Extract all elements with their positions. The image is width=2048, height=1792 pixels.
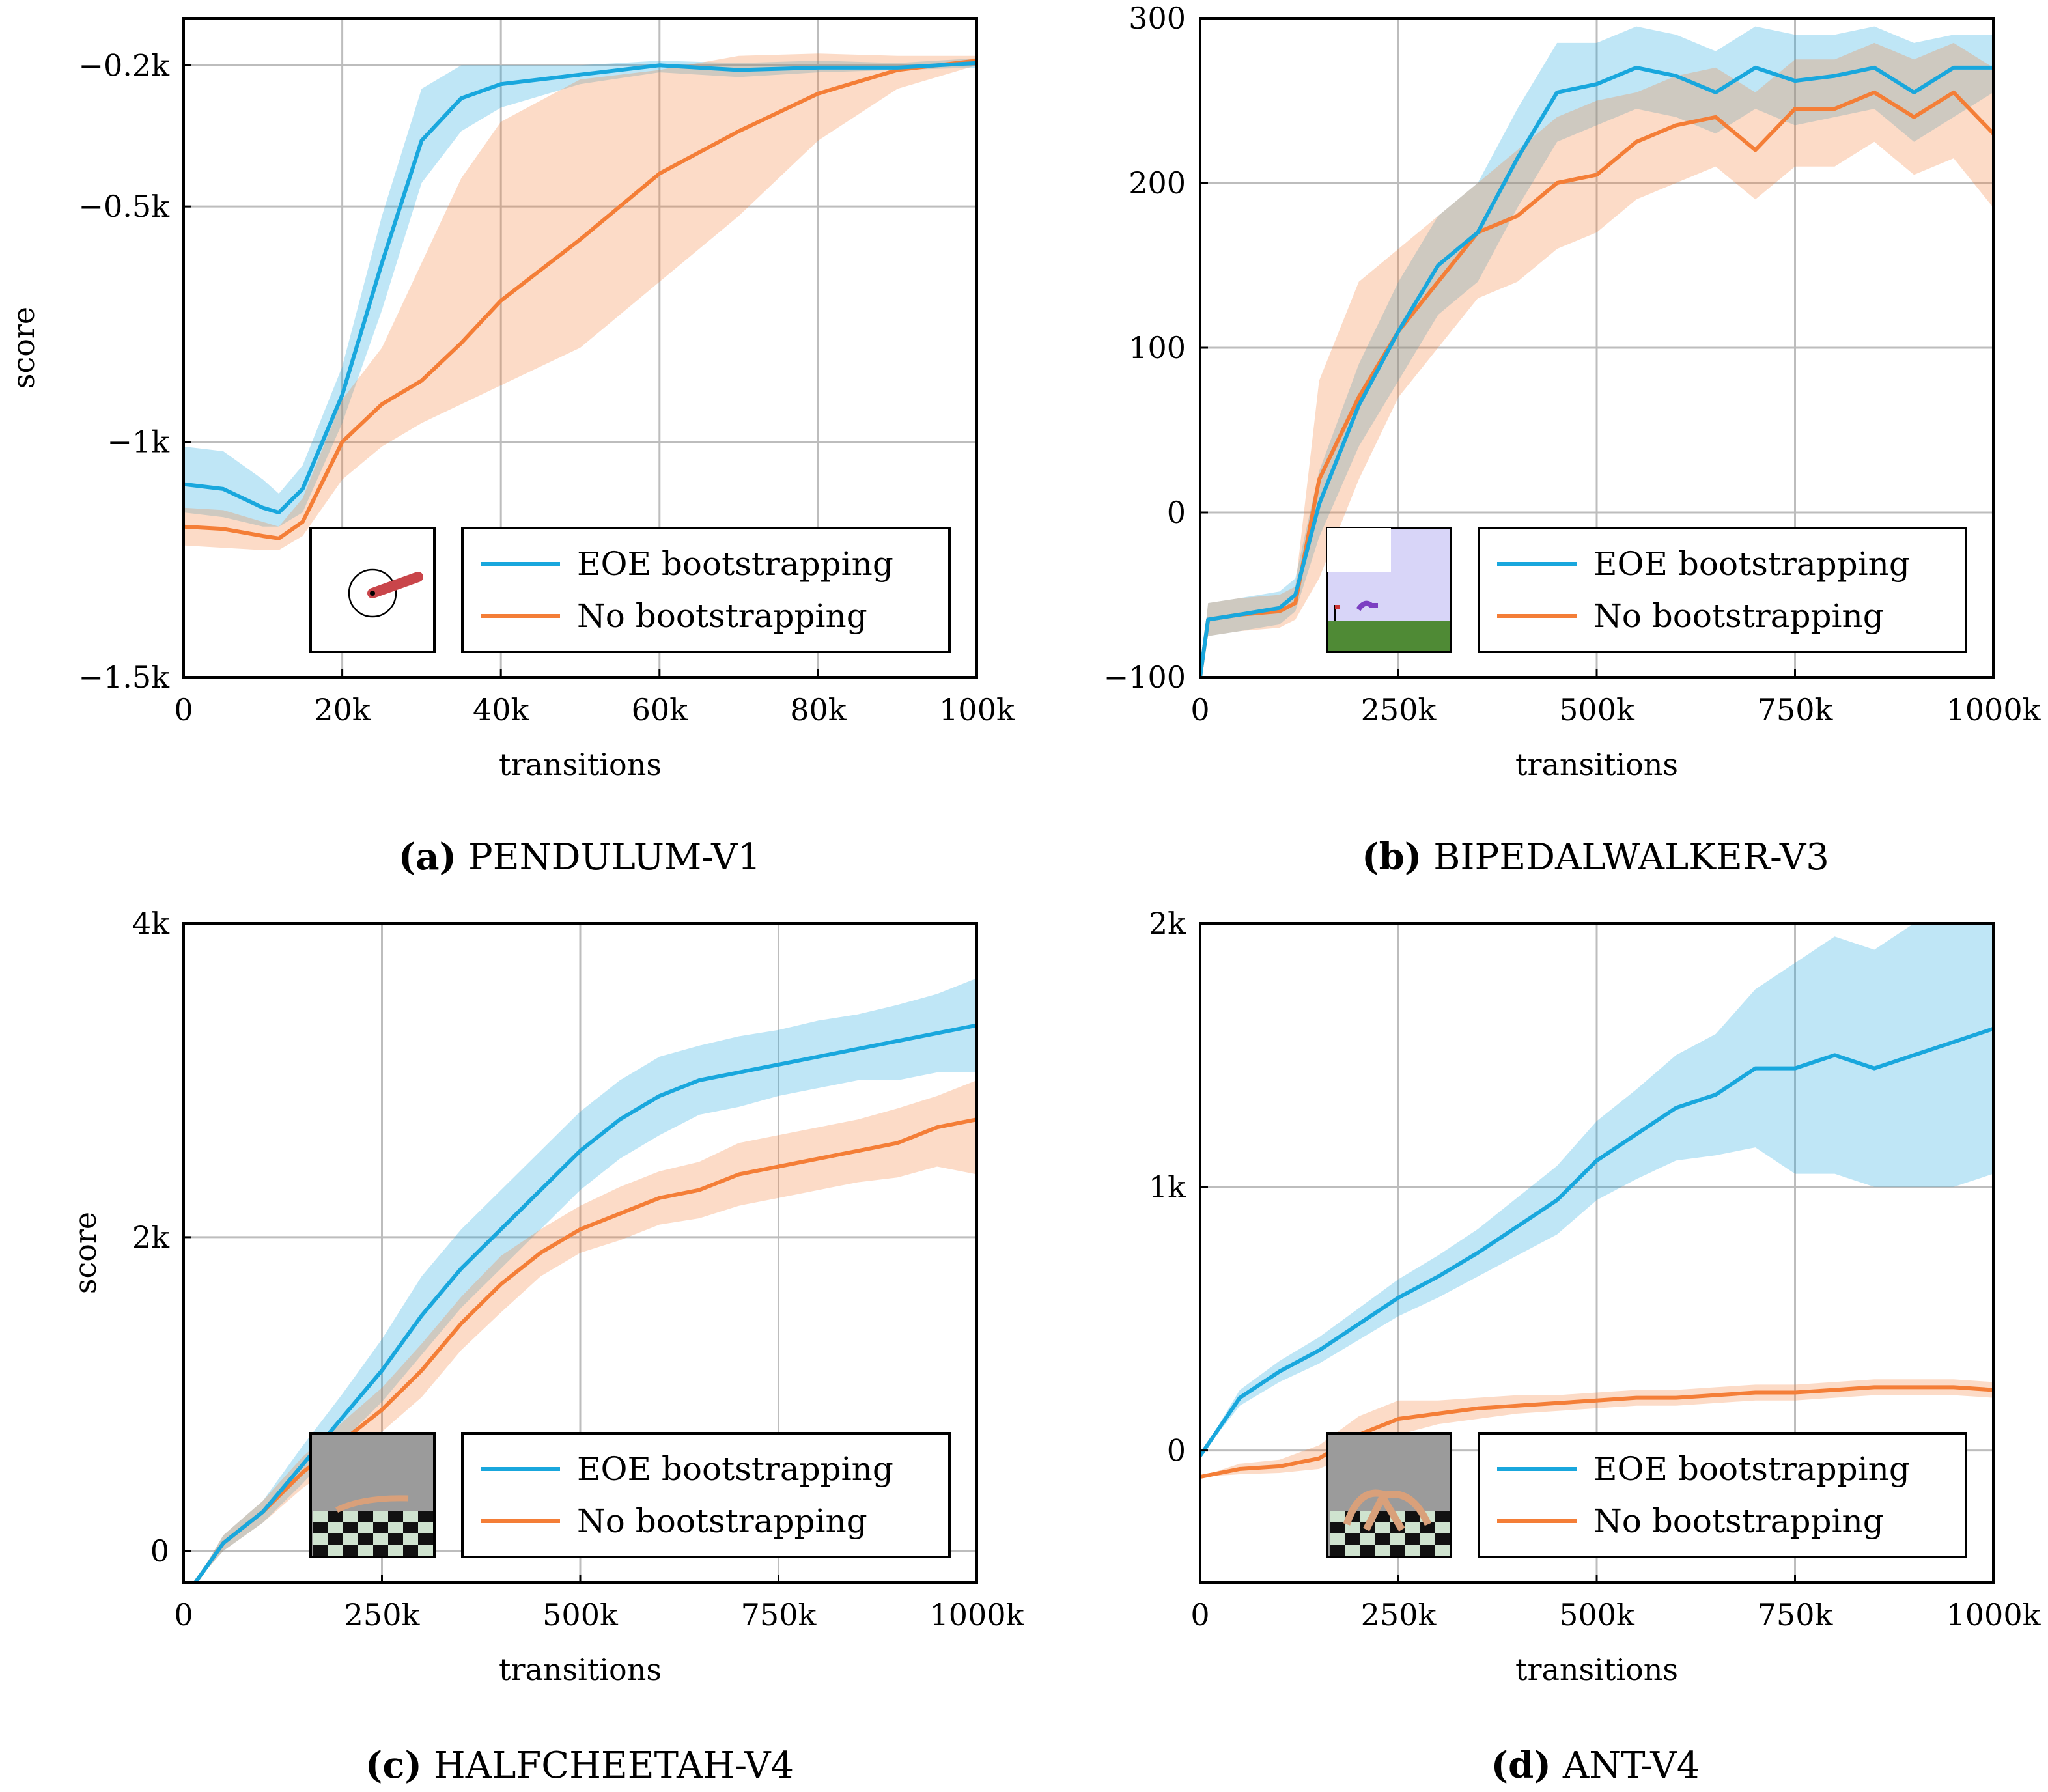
series-line-no-bootstrap — [184, 59, 977, 540]
x-tick-label: 1000k — [930, 1597, 1025, 1632]
caption-env-name: BIPEDALWALKER-V3 — [1433, 836, 1829, 878]
y-tick-label: 0 — [1167, 495, 1186, 530]
x-tick-label: 500k — [542, 1597, 619, 1632]
panel-d: 0 250k 500k 750k 1000k 2k 1k 0 transitions EOE bo… — [1149, 906, 2041, 1787]
y-tick-label: 100 — [1129, 330, 1186, 365]
x-tick-label: 1000k — [1946, 692, 2041, 727]
panel-c: 0 250k 500k 750k 1000k 4k 2k 0 transitions score E… — [68, 906, 1025, 1787]
pendulum-env-thumbnail — [309, 527, 436, 653]
confidence-band-no-bootstrap — [184, 53, 977, 550]
y-tick-label: −0.2k — [78, 48, 170, 83]
y-tick-label: −1k — [107, 425, 170, 460]
legend-label-eoe: EOE bootstrapping — [1593, 1450, 1910, 1488]
caption-letter: (c) — [365, 1744, 422, 1787]
x-tick-label: 250k — [344, 1597, 421, 1632]
x-tick-label: 0 — [174, 1597, 193, 1632]
confidence-band-eoe — [184, 58, 977, 527]
panel-caption: (d) ANT-V4 — [1491, 1744, 1700, 1787]
x-tick-label: 0 — [1190, 692, 1209, 727]
y-tick-label: 4k — [132, 906, 170, 941]
x-axis-label: transitions — [1515, 747, 1678, 782]
y-tick-label: 300 — [1129, 1, 1186, 36]
legend-label-no-bootstrap: No bootstrapping — [577, 597, 867, 635]
x-axis-label: transitions — [499, 747, 662, 782]
x-tick-label: 500k — [1559, 692, 1635, 727]
series-line-eoe — [1200, 65, 1993, 677]
y-tick-label: 2k — [1149, 906, 1186, 941]
x-tick-label: 500k — [1559, 1597, 1635, 1632]
confidence-band-no-bootstrap — [1200, 42, 1993, 677]
legend — [461, 527, 951, 653]
caption-env-name: HALFCHEETAH-V4 — [434, 1744, 794, 1787]
x-tick-label: 250k — [1361, 1597, 1437, 1632]
x-tick-label: 80k — [790, 692, 847, 727]
panel-b: 0 250k 500k 750k 1000k3002001000−100transiti… — [1104, 1, 2041, 878]
legend-label-no-bootstrap: No bootstrapping — [577, 1502, 867, 1540]
x-tick-label: 60k — [632, 692, 689, 727]
x-tick-label: 1000k — [1946, 1597, 2041, 1632]
x-tick-label: 750k — [1758, 692, 1834, 727]
series-line-no-bootstrap — [1200, 90, 1993, 677]
ant-env-thumbnail — [1326, 1432, 1452, 1558]
legend-label-no-bootstrap: No bootstrapping — [1593, 597, 1884, 635]
panel-caption: (c) HALFCHEETAH-V4 — [365, 1744, 794, 1787]
y-tick-label: −1.5k — [78, 660, 170, 695]
panel-caption: (b) BIPEDALWALKER-V3 — [1362, 835, 1829, 878]
y-tick-label: 2k — [132, 1220, 170, 1255]
caption-env-name: PENDULUM-V1 — [468, 836, 761, 878]
y-tick-label: −0.5k — [78, 189, 170, 224]
panel-a: 0 20k 40k 60k 80k 100k −0.2k −0.5k −1k −1.5k trans… — [6, 17, 1015, 878]
caption-letter: (d) — [1491, 1744, 1551, 1787]
x-tick-label: 750k — [741, 1597, 817, 1632]
caption-letter: (a) — [399, 835, 456, 878]
y-tick-label: −100 — [1104, 660, 1186, 695]
y-tick-label: 1k — [1149, 1169, 1186, 1205]
bipedalwalker-env-thumbnail — [1326, 527, 1452, 653]
x-tick-label: 0 — [1190, 1597, 1209, 1632]
legend — [1478, 527, 1967, 653]
x-axis-label: transitions — [1515, 1652, 1678, 1687]
x-tick-label: 0 — [174, 692, 193, 727]
confidence-band-no-bootstrap — [195, 1080, 977, 1582]
y-tick-label: 200 — [1129, 165, 1186, 201]
x-tick-label: 20k — [314, 692, 371, 727]
x-tick-label: 250k — [1361, 692, 1437, 727]
legend-label-no-bootstrap: No bootstrapping — [1593, 1502, 1884, 1540]
legend — [1478, 1432, 1967, 1558]
x-axis-label: transitions — [499, 1652, 662, 1687]
y-axis-label: score — [6, 307, 41, 389]
caption-letter: (b) — [1362, 835, 1422, 878]
panel-caption: (a) PENDULUM-V1 — [399, 835, 761, 878]
series-line-eoe — [1200, 1027, 1993, 1457]
confidence-band-no-bootstrap — [1200, 1379, 1993, 1477]
x-tick-label: 100k — [939, 692, 1015, 727]
legend-label-eoe: EOE bootstrapping — [577, 545, 893, 583]
y-tick-label: 0 — [150, 1533, 169, 1569]
halfcheetah-env-thumbnail — [309, 1432, 436, 1558]
y-axis-label: score — [68, 1212, 103, 1294]
confidence-band-eoe — [195, 978, 977, 1582]
caption-env-name: ANT-V4 — [1562, 1744, 1700, 1787]
legend-label-eoe: EOE bootstrapping — [1593, 545, 1910, 583]
x-tick-label: 750k — [1758, 1597, 1834, 1632]
legend-label-eoe: EOE bootstrapping — [577, 1450, 893, 1488]
confidence-band-eoe — [1200, 923, 1993, 1456]
legend — [461, 1432, 951, 1558]
x-tick-label: 40k — [473, 692, 530, 727]
plot-frame — [182, 17, 978, 679]
y-tick-label: 0 — [1167, 1433, 1186, 1468]
series-line-eoe — [184, 61, 977, 514]
